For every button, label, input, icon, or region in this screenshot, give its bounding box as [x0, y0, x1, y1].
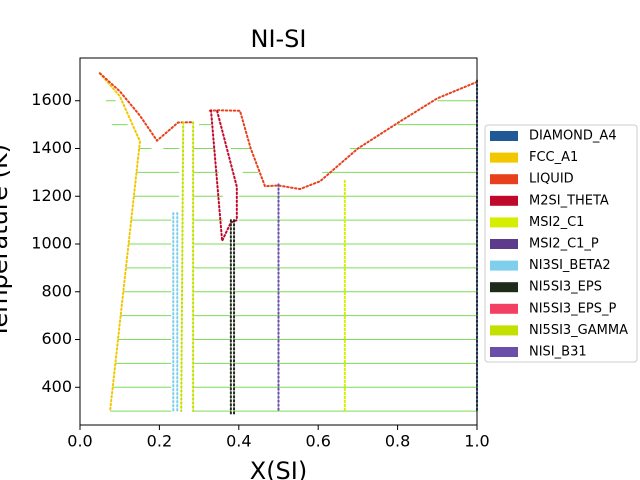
- y-tick-label: 600: [41, 329, 72, 348]
- legend-swatch: [490, 195, 518, 206]
- legend-swatch: [490, 260, 518, 271]
- legend-label: DIAMOND_A4: [529, 129, 617, 144]
- phase-boundary: [210, 109, 238, 245]
- legend-label: NI5SI3_GAMMA: [529, 323, 628, 338]
- chart-title: NI-SI: [250, 25, 306, 53]
- legend-swatch: [490, 347, 518, 357]
- legend-swatch: [490, 325, 518, 336]
- legend-swatch: [490, 217, 518, 228]
- x-tick-label: 0.0: [67, 432, 92, 451]
- x-tick-label: 0.4: [226, 432, 251, 451]
- legend: [484, 124, 638, 363]
- legend-swatch: [490, 131, 518, 141]
- phase-boundary: [172, 211, 179, 413]
- legend-label: M2SI_THETA: [529, 193, 609, 208]
- phase-boundary: [180, 121, 195, 413]
- x-axis-label: X(SI): [250, 457, 307, 480]
- phase-boundary: [98, 72, 478, 191]
- legend-label: LIQUID: [529, 172, 574, 187]
- legend-swatch: [490, 174, 518, 185]
- y-axis-label: Temperature (K): [0, 144, 13, 339]
- y-tick-label: 1400: [31, 138, 72, 157]
- plot-area: [98, 72, 478, 415]
- legend-label: NI5SI3_EPS_P: [529, 301, 616, 316]
- legend-label: MSI2_C1: [529, 215, 584, 230]
- x-tick-label: 0.6: [305, 432, 330, 451]
- legend-swatch: [490, 303, 518, 314]
- phase-boundary: [229, 219, 236, 415]
- legend-label: MSI2_C1_P: [529, 237, 599, 252]
- y-tick-label: 1600: [31, 90, 72, 109]
- legend-label: NI3SI_BETA2: [529, 258, 611, 273]
- legend-label: NI5SI3_EPS: [529, 280, 602, 295]
- y-tick-label: 400: [41, 377, 72, 396]
- legend-label: FCC_A1: [529, 150, 578, 165]
- legend-label: NISI_B31: [529, 345, 587, 360]
- x-tick-label: 0.2: [147, 432, 172, 451]
- phase-boundary: [98, 72, 141, 412]
- legend-swatch: [490, 239, 518, 249]
- y-tick-label: 800: [41, 281, 72, 300]
- x-tick-label: 1.0: [464, 432, 489, 451]
- y-tick-label: 1000: [31, 234, 72, 253]
- plot-frame: [79, 57, 478, 426]
- y-tick-label: 1200: [31, 186, 72, 205]
- legend-swatch: [490, 282, 518, 293]
- legend-swatch: [490, 152, 518, 163]
- x-tick-label: 0.8: [385, 432, 410, 451]
